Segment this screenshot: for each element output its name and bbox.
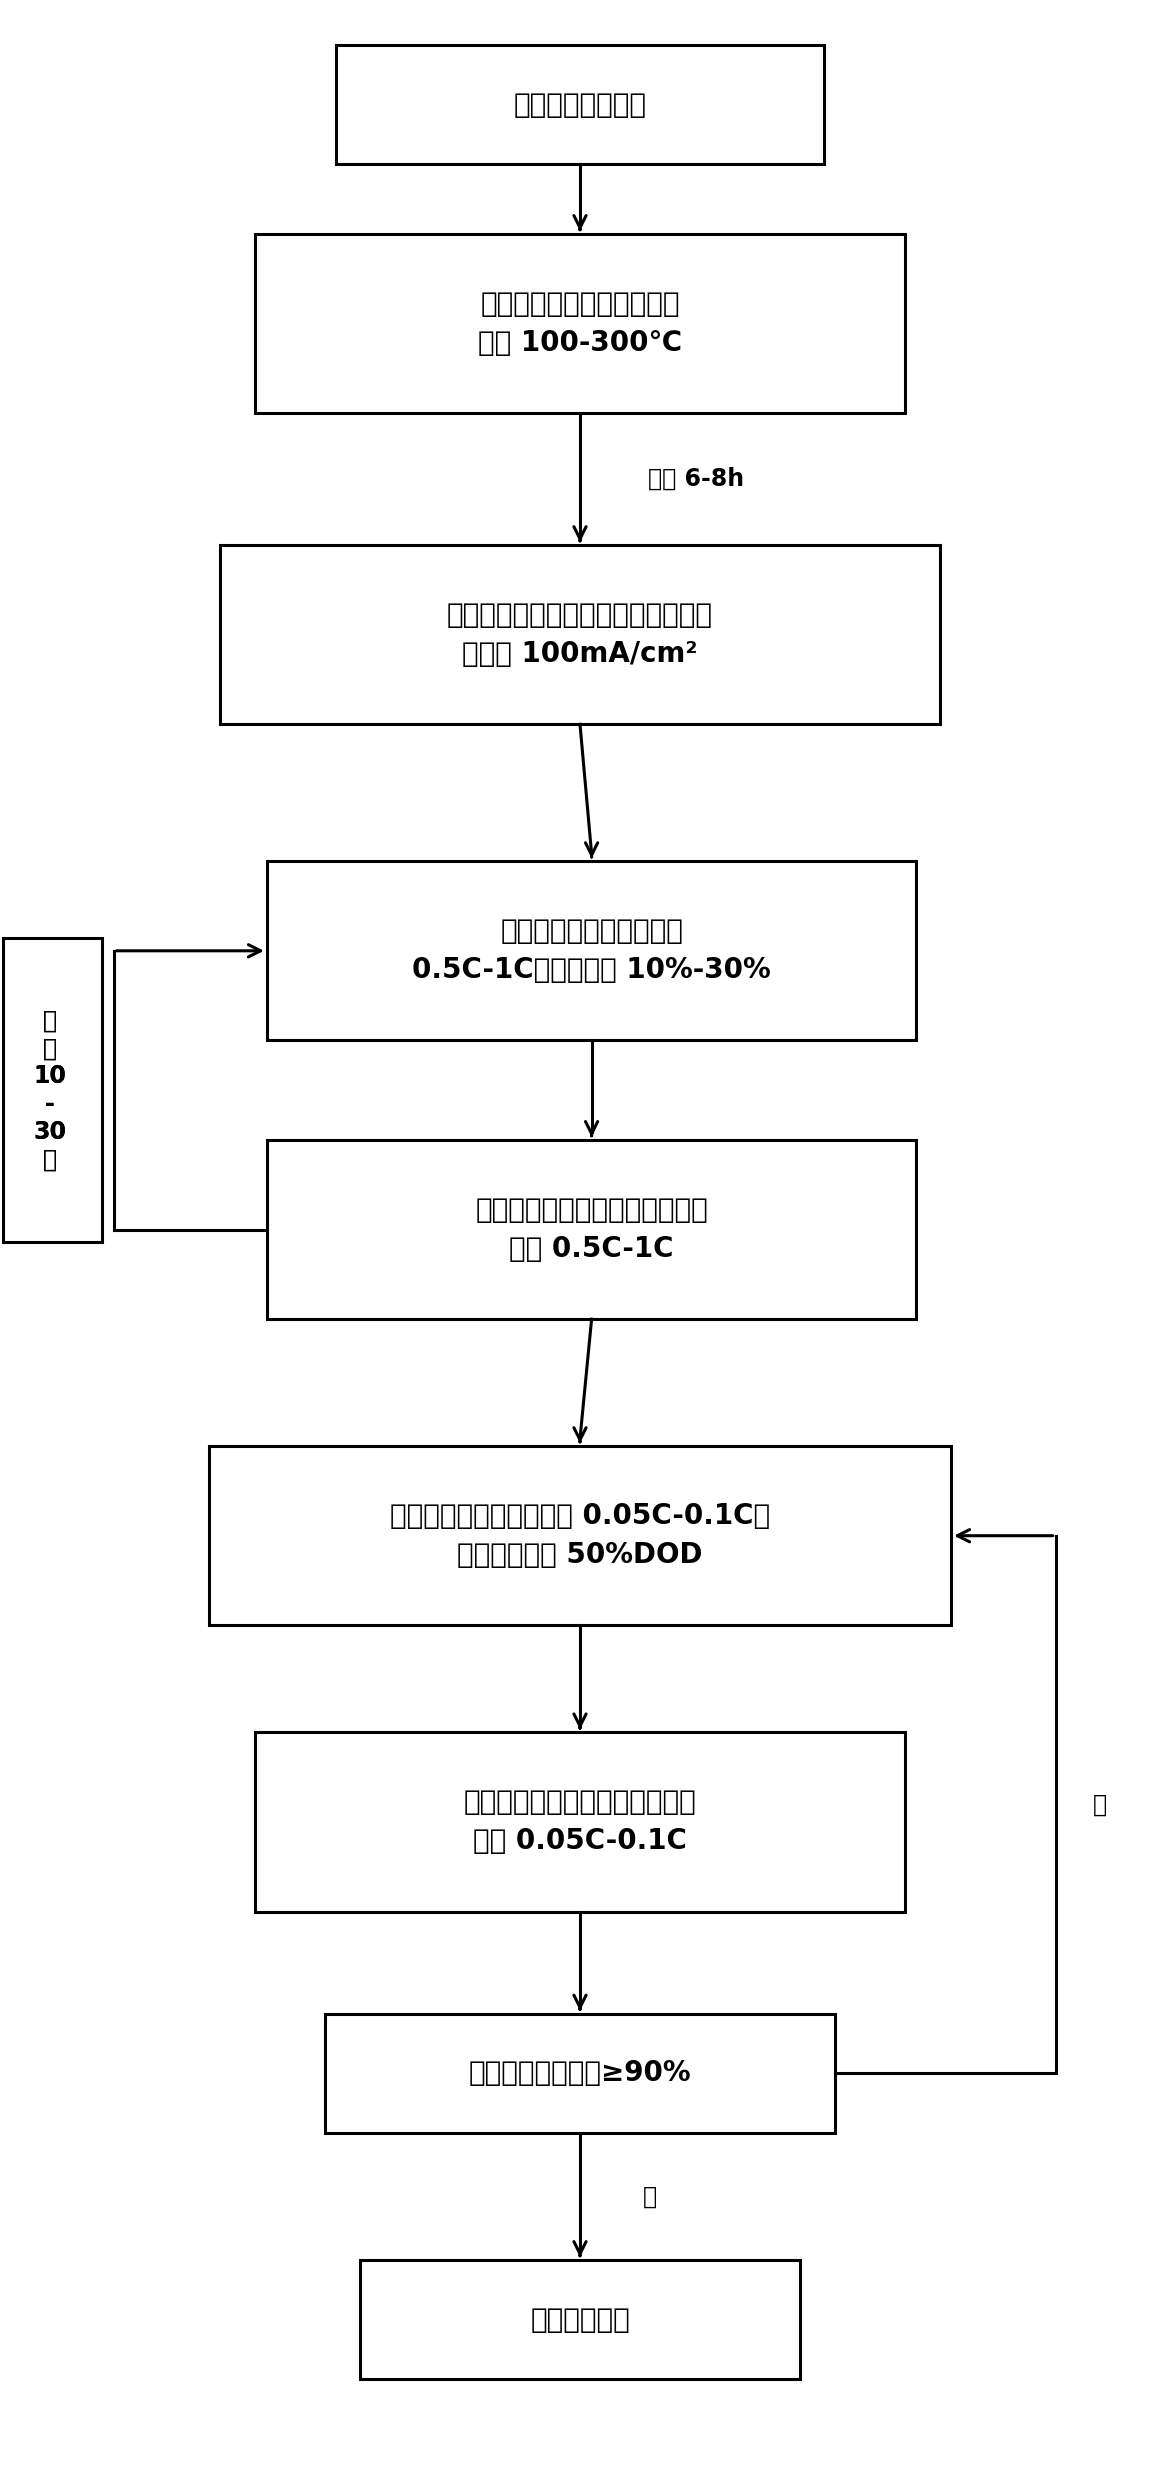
FancyBboxPatch shape — [360, 2260, 800, 2379]
Text: 恒流放电，放电电流大小 0.05C-0.1C，
放电深度小于 50%DOD: 恒流放电，放电电流大小 0.05C-0.1C， 放电深度小于 50%DOD — [390, 1503, 770, 1568]
Text: 恒流充电至电池充满，充电电流
大小 0.05C-0.1C: 恒流充电至电池充满，充电电流 大小 0.05C-0.1C — [464, 1790, 696, 1854]
Text: 循
环
10
-
30
圈: 循 环 10 - 30 圈 — [34, 1008, 66, 1172]
FancyBboxPatch shape — [336, 45, 824, 164]
Text: 电池修复完成: 电池修复完成 — [530, 2305, 630, 2335]
FancyBboxPatch shape — [255, 234, 905, 413]
Text: 电池库伦效率是否≥90%: 电池库伦效率是否≥90% — [469, 2058, 691, 2088]
FancyBboxPatch shape — [3, 938, 102, 1242]
FancyBboxPatch shape — [220, 545, 940, 724]
Text: 搁置 6-8h: 搁置 6-8h — [648, 468, 744, 490]
FancyBboxPatch shape — [325, 2014, 835, 2133]
FancyBboxPatch shape — [209, 1446, 951, 1625]
FancyBboxPatch shape — [255, 1732, 905, 1912]
Text: 循
环
10
-
30
圈: 循 环 10 - 30 圈 — [34, 1008, 66, 1172]
Text: 否: 否 — [1093, 1792, 1107, 1817]
Text: 电池截止电压恒压充电，直至电流密
度低于 100mA/cm²: 电池截止电压恒压充电，直至电流密 度低于 100mA/cm² — [447, 602, 713, 667]
Text: 恒流充电至电池充满，充电电流
大小 0.5C-1C: 恒流充电至电池充满，充电电流 大小 0.5C-1C — [476, 1197, 708, 1262]
FancyBboxPatch shape — [267, 1140, 916, 1319]
Text: 停止工作，将电池工作温度
升高 100-300℃: 停止工作，将电池工作温度 升高 100-300℃ — [478, 291, 682, 356]
Text: 恒流放电，放电电流大小
0.5C-1C，放电深度 10%-30%: 恒流放电，放电电流大小 0.5C-1C，放电深度 10%-30% — [412, 918, 771, 983]
FancyBboxPatch shape — [267, 861, 916, 1040]
Text: 是: 是 — [643, 2185, 657, 2208]
Text: 电池短路或微短路: 电池短路或微短路 — [514, 90, 646, 119]
